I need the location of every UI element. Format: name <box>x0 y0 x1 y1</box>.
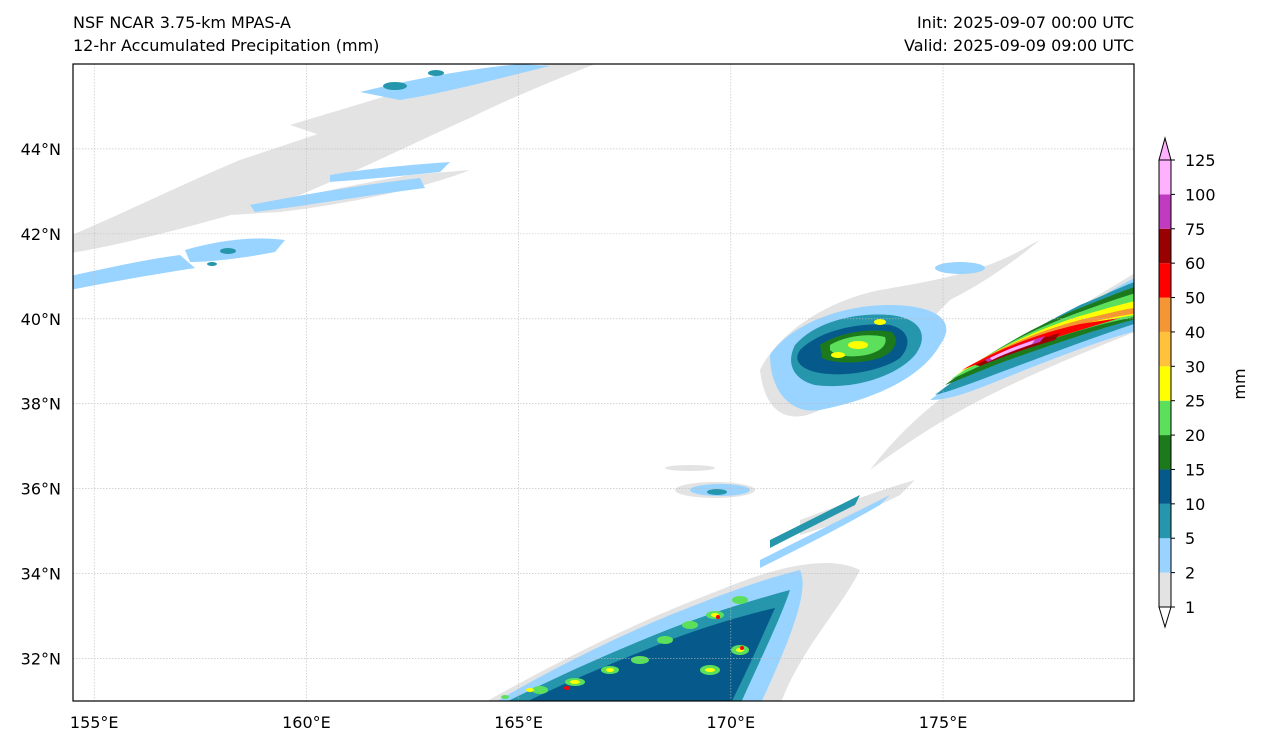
colorbar-segment <box>1159 228 1171 264</box>
cell <box>682 621 698 629</box>
cell <box>526 688 534 692</box>
colorbar-tick-label: 25 <box>1185 392 1205 411</box>
lat-tick-label: 42°N <box>21 225 61 244</box>
colorbar-segment <box>1159 366 1171 401</box>
colorbar-segment <box>1159 194 1171 229</box>
lat-tick-label: 32°N <box>21 650 61 669</box>
cell <box>657 636 673 644</box>
lat-tick-label: 44°N <box>21 140 61 159</box>
colorbar-segment <box>1159 297 1171 332</box>
precip-blue-nw-1 <box>73 255 195 290</box>
precip-teal-nw-4 <box>207 262 217 266</box>
init-time: Init: 2025-09-07 00:00 UTC <box>916 13 1134 32</box>
colorbar-tick-label: 100 <box>1185 185 1216 204</box>
map-gridlines <box>73 64 1134 701</box>
precip-light-nw <box>73 64 596 253</box>
precip-blue-nw-5 <box>330 162 450 182</box>
map-frame <box>72 63 1135 702</box>
colorbar-tick-label: 20 <box>1185 426 1205 445</box>
colorbar-extend-max <box>1158 136 1172 161</box>
colorbar-tick-label: 5 <box>1185 529 1195 548</box>
cell <box>740 646 744 650</box>
precip-orange-ne <box>960 307 1134 372</box>
colorbar-tick-label: 40 <box>1185 323 1205 342</box>
precip-teal-nw-3 <box>220 248 236 254</box>
colorbar-extend-min <box>1158 606 1172 629</box>
lon-tick-labels: 155°E 160°E 165°E 170°E 175°E <box>70 713 967 732</box>
precip-yellow-central-3 <box>874 319 886 325</box>
lat-tick-label: 40°N <box>21 310 61 329</box>
precip-blue-nw-3 <box>250 178 425 212</box>
colorbar-tick-label: 10 <box>1185 495 1205 514</box>
precip-light-mid-2 <box>665 465 715 471</box>
colorbar-tick-label: 1 <box>1185 598 1195 617</box>
cell <box>705 668 715 672</box>
lon-tick-label: 155°E <box>70 713 119 732</box>
lon-tick-label: 165°E <box>494 713 543 732</box>
lat-tick-labels: 32°N 34°N 36°N 38°N 40°N 42°N 44°N <box>21 140 61 669</box>
lat-tick-label: 36°N <box>21 480 61 499</box>
colorbar-segment <box>1159 435 1171 470</box>
colorbar-tick-label: 30 <box>1185 357 1205 376</box>
field-title: 12-hr Accumulated Precipitation (mm) <box>73 36 380 55</box>
precip-navy-south <box>528 608 775 701</box>
cell <box>606 668 614 672</box>
precip-teal-nw-1 <box>383 82 407 90</box>
cell <box>716 615 720 619</box>
valid-time: Valid: 2025-09-09 09:00 UTC <box>903 36 1134 55</box>
lon-tick-label: 175°E <box>919 713 968 732</box>
colorbar-tick-label: 125 <box>1185 151 1216 170</box>
precip-yellow-central-1 <box>848 341 868 349</box>
precip-pink-ne <box>990 340 1035 360</box>
precip-teal-mid <box>707 489 727 495</box>
precip-yellow-central-2 <box>831 352 845 358</box>
precip-teal-nw-2 <box>428 70 444 76</box>
colorbar-segment <box>1159 160 1171 195</box>
precip-light-south-2 <box>800 480 915 535</box>
colorbar-segment <box>1159 331 1171 367</box>
precipitation-field <box>73 64 1134 701</box>
precip-blue-central-2 <box>935 262 985 274</box>
precip-blue-south-2 <box>760 495 890 568</box>
colorbar-frame <box>1158 159 1172 608</box>
colorbar-segment <box>1159 400 1171 436</box>
colorbar-segment <box>1159 469 1171 504</box>
precip-blue-nw-4 <box>360 64 550 100</box>
cell <box>532 686 548 694</box>
colorbar-segment <box>1159 572 1171 607</box>
lat-tick-label: 38°N <box>21 395 61 414</box>
cell <box>631 656 649 664</box>
lon-tick-label: 160°E <box>282 713 331 732</box>
lon-tick-label: 170°E <box>706 713 755 732</box>
colorbar-tick-label: 2 <box>1185 564 1195 583</box>
precip-convective-cells <box>501 596 749 699</box>
colorbar-segment <box>1159 263 1171 298</box>
colorbar-tick-label: 60 <box>1185 254 1205 273</box>
colorbar-tick-label: 50 <box>1185 289 1205 308</box>
colorbar-tick-label: 75 <box>1185 220 1205 239</box>
model-title: NSF NCAR 3.75-km MPAS-A <box>73 13 291 32</box>
colorbar-tick-label: 15 <box>1185 460 1205 479</box>
colorbar-segment <box>1159 538 1171 573</box>
cell <box>732 596 748 604</box>
cell <box>564 686 570 690</box>
precip-teal-south-2 <box>770 495 860 548</box>
lat-tick-label: 34°N <box>21 565 61 584</box>
colorbar-label: mm <box>1230 368 1249 399</box>
colorbar-segment <box>1159 503 1171 539</box>
cell <box>501 695 509 699</box>
cell <box>570 680 580 684</box>
